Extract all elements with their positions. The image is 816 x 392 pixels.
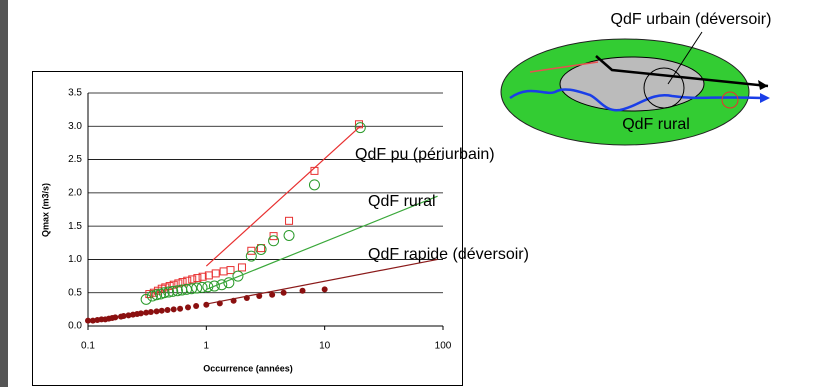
- point: [85, 317, 91, 324]
- point: [232, 270, 244, 282]
- point: [280, 289, 287, 296]
- point: [112, 314, 119, 321]
- point: [193, 303, 200, 310]
- point: [171, 285, 183, 297]
- point: [255, 243, 267, 255]
- annotation: QdF rural: [368, 193, 436, 210]
- point: [203, 301, 210, 308]
- point: [193, 274, 202, 283]
- point: [153, 308, 160, 315]
- point: [143, 309, 150, 316]
- point: [146, 290, 158, 302]
- point: [196, 281, 208, 293]
- y-tick-label: 1.0: [68, 254, 82, 265]
- annotation: QdF pu (périurbain): [355, 146, 495, 163]
- overflow-circle: [643, 67, 685, 109]
- point: [283, 229, 295, 241]
- y-tick-label: 0.5: [68, 287, 82, 298]
- y-tick-label: 2.5: [68, 154, 82, 165]
- fit-line: [206, 195, 438, 290]
- point: [269, 291, 276, 298]
- diagram-label: QdF rural: [622, 116, 690, 133]
- point: [158, 287, 170, 299]
- point: [125, 312, 132, 319]
- point: [308, 179, 320, 191]
- point: [198, 272, 207, 281]
- point: [188, 275, 197, 284]
- y-tick-label: 3.0: [68, 121, 82, 132]
- y-axis-title: Qmax (m3/s): [40, 183, 50, 237]
- point: [169, 280, 178, 289]
- annotation: QdF rapide (déversoir): [368, 246, 529, 263]
- fit-line: [206, 258, 438, 305]
- point: [120, 313, 127, 320]
- y-tick-label: 2.0: [68, 187, 82, 198]
- urban-zone: [559, 56, 705, 112]
- point: [226, 266, 235, 275]
- fit-line: [205, 125, 361, 267]
- point: [285, 216, 294, 225]
- side-bar: [0, 0, 8, 387]
- point: [245, 250, 257, 262]
- point: [167, 285, 179, 297]
- point: [321, 286, 328, 293]
- point: [147, 309, 154, 316]
- point: [269, 232, 278, 241]
- arrow-head: [758, 80, 768, 90]
- y-tick-label: 0.0: [68, 321, 82, 332]
- pointer: [667, 31, 703, 85]
- point: [149, 288, 158, 297]
- river: [509, 88, 763, 112]
- point: [186, 283, 198, 295]
- point: [140, 293, 152, 305]
- x-tick-label: 1: [204, 341, 210, 352]
- red-link: [529, 61, 599, 73]
- x-tick-label: 100: [435, 341, 452, 352]
- point: [237, 263, 246, 272]
- x-axis-title: Occurrence (années): [203, 363, 293, 373]
- urban-flow: [595, 55, 769, 88]
- point: [211, 269, 220, 278]
- point: [163, 286, 175, 298]
- outlet-circle: [721, 91, 739, 109]
- point: [137, 310, 144, 317]
- point: [158, 307, 165, 314]
- arrow-head: [760, 93, 770, 103]
- point: [191, 282, 203, 294]
- diagram-label: QdF urbain (déversoir): [611, 11, 772, 28]
- y-tick-label: 3.5: [68, 88, 82, 99]
- point: [208, 280, 220, 292]
- point: [151, 289, 163, 301]
- diagram: QdF urbain (déversoir) QdF rural: [500, 11, 772, 146]
- point: [164, 307, 171, 314]
- point: [268, 235, 280, 247]
- point: [299, 287, 306, 294]
- x-tick-label: 0.1: [81, 341, 95, 352]
- x-tick-label: 10: [319, 341, 331, 352]
- point: [354, 122, 366, 134]
- point: [177, 305, 184, 312]
- point: [170, 306, 177, 313]
- y-tick-label: 1.5: [68, 221, 82, 232]
- point: [185, 304, 192, 311]
- point: [247, 246, 256, 255]
- point: [89, 317, 96, 324]
